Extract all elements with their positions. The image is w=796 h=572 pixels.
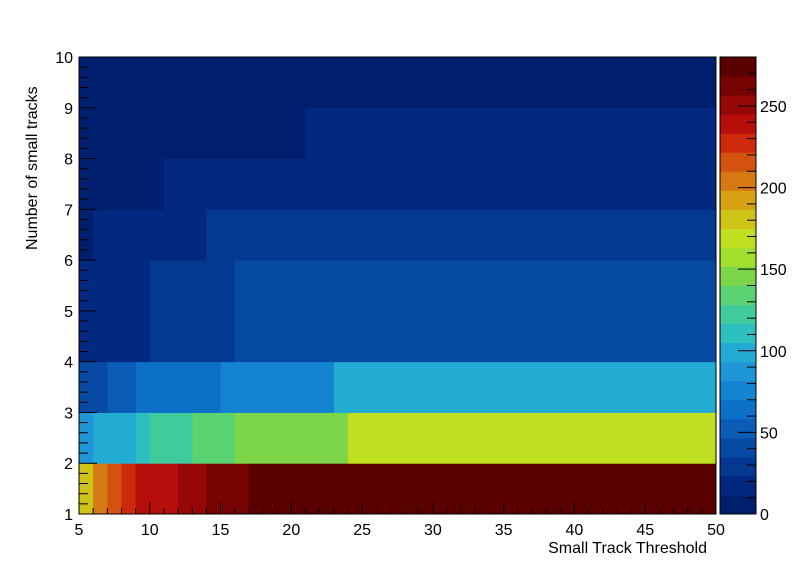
heatmap-cells — [79, 57, 717, 515]
heatmap-cell — [163, 158, 717, 210]
y-axis-label: Number of small tracks — [24, 86, 41, 250]
x-axis: 5 10 15 20 25 30 35 40 45 50 — [75, 502, 725, 539]
heatmap-cell — [149, 310, 236, 363]
x-tick-label: 40 — [566, 522, 584, 539]
color-scale: 0 50 100 150 200 250 — [719, 56, 787, 524]
palette-swatch — [720, 95, 756, 115]
heatmap-cell — [79, 463, 94, 515]
y-tick-label: 6 — [64, 253, 73, 270]
y-tick-label: 7 — [64, 202, 73, 219]
heatmap-cell — [206, 209, 717, 261]
y-tick-label: 8 — [64, 152, 73, 169]
heatmap-cell — [93, 463, 108, 515]
palette-swatch — [720, 361, 756, 382]
x-tick-label: 35 — [495, 522, 513, 539]
palette-swatch — [720, 437, 756, 458]
heatmap-cell — [121, 463, 137, 515]
palette-swatch — [720, 190, 756, 210]
heatmap-cell — [347, 412, 717, 464]
x-tick-label: 15 — [212, 522, 230, 539]
palette-tick-label: 200 — [760, 181, 787, 198]
x-tick-label: 25 — [353, 522, 371, 539]
heatmap-cell — [234, 310, 717, 363]
palette-swatch — [720, 304, 756, 325]
palette-swatch — [720, 323, 756, 344]
x-tick-label: 30 — [424, 522, 442, 539]
x-tick-label: 20 — [282, 522, 300, 539]
x-axis-label: Small Track Threshold — [548, 540, 707, 557]
x-tick-label: 5 — [75, 522, 84, 539]
heatmap-cell — [93, 209, 207, 261]
heatmap-cell — [149, 260, 236, 312]
palette-swatch — [720, 228, 756, 248]
palette-swatch — [720, 342, 756, 363]
heatmap-cell — [178, 463, 207, 515]
heatmap-cell — [79, 107, 306, 160]
palette-swatch — [720, 57, 756, 77]
y-tick-label: 5 — [64, 304, 73, 321]
palette-tick-label: 100 — [760, 344, 787, 361]
palette-swatch — [720, 114, 756, 134]
y-tick-label: 1 — [64, 507, 73, 524]
palette-swatch — [720, 418, 756, 439]
heatmap-cell — [107, 361, 137, 413]
heatmap-cell — [333, 361, 717, 413]
heatmap-cell — [107, 463, 122, 515]
heatmap-cell — [206, 463, 250, 515]
palette-swatch — [720, 171, 756, 191]
y-axis: 1 2 3 4 5 6 7 8 9 10 — [55, 50, 97, 524]
palette-swatch — [720, 380, 756, 401]
heatmap-cell — [135, 361, 222, 413]
heatmap-cell — [93, 412, 137, 464]
heatmap-cell — [305, 107, 717, 160]
heatmap-cell — [79, 209, 94, 261]
palette-swatch — [720, 494, 756, 515]
palette-swatch — [720, 399, 756, 420]
y-tick-label: 2 — [64, 456, 73, 473]
plot-frame — [78, 56, 717, 515]
palette-tick-label: 0 — [760, 507, 769, 524]
palette-swatch — [720, 266, 756, 286]
palette-swatch — [720, 247, 756, 267]
heatmap-cell — [234, 412, 349, 464]
y-tick-label: 9 — [64, 101, 73, 118]
heatmap-cell — [149, 412, 193, 464]
palette-swatch — [720, 76, 756, 96]
palette-tick-label: 250 — [760, 99, 787, 116]
x-tick-label: 50 — [707, 522, 725, 539]
palette-swatch — [720, 133, 756, 153]
heatmap-cell — [79, 361, 108, 413]
heatmap-cell — [234, 260, 717, 312]
heatmap-cell — [220, 361, 335, 413]
heatmap-cell — [135, 463, 179, 515]
y-tick-label: 10 — [55, 50, 73, 67]
y-tick-label: 4 — [64, 355, 73, 372]
palette-tick-label: 150 — [760, 262, 787, 279]
palette-tick-label: 50 — [760, 425, 778, 442]
heatmap-cell — [79, 260, 151, 312]
palette-swatch — [720, 209, 756, 229]
palette-swatch — [720, 475, 756, 496]
x-tick-label: 10 — [141, 522, 159, 539]
palette-swatch — [720, 456, 756, 477]
heatmap-cell — [79, 158, 165, 210]
heatmap-cell — [135, 412, 151, 464]
heatmap-cell — [192, 412, 236, 464]
palette-swatch — [720, 285, 756, 306]
x-tick-label: 45 — [636, 522, 654, 539]
heatmap-cell — [248, 463, 717, 515]
heatmap-cell — [79, 57, 717, 109]
y-tick-label: 3 — [64, 405, 73, 422]
heatmap-cell — [79, 310, 151, 363]
heatmap-cell — [79, 412, 94, 464]
palette-swatch — [720, 152, 756, 172]
